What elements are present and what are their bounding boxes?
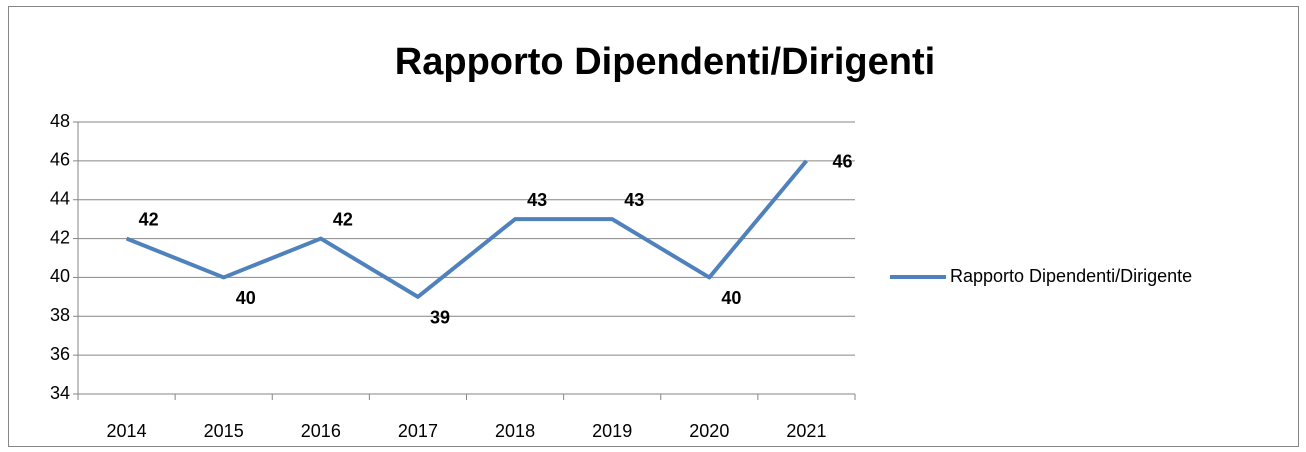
- x-tick-label: 2016: [301, 421, 341, 441]
- y-tick-label: 36: [50, 344, 70, 364]
- x-tick-label: 2015: [204, 421, 244, 441]
- data-label: 43: [527, 190, 547, 210]
- line-series: [125, 159, 808, 299]
- data-label: 46: [832, 152, 852, 172]
- x-tick-label: 2018: [495, 421, 535, 441]
- data-label: 42: [333, 209, 353, 229]
- data-label: 43: [624, 190, 644, 210]
- y-tick-label: 34: [50, 383, 70, 403]
- x-tick-label: 2020: [689, 421, 729, 441]
- x-tick-label: 2019: [592, 421, 632, 441]
- data-label: 40: [721, 288, 741, 308]
- y-tick-label: 40: [50, 266, 70, 286]
- y-tick-label: 46: [50, 150, 70, 170]
- x-tick-label: 2017: [398, 421, 438, 441]
- y-tick-label: 48: [50, 111, 70, 131]
- chart-title: Rapporto Dipendenti/Dirigenti: [395, 41, 935, 83]
- legend-label: Rapporto Dipendenti/Dirigente: [950, 266, 1192, 286]
- data-label: 42: [139, 209, 159, 229]
- x-tick-label: 2014: [107, 421, 147, 441]
- x-tick-label: 2021: [786, 421, 826, 441]
- y-tick-label: 38: [50, 305, 70, 325]
- y-tick-label: 42: [50, 227, 70, 247]
- chart-border: [8, 6, 1299, 447]
- data-label: 39: [430, 308, 450, 328]
- data-label: 40: [236, 288, 256, 308]
- y-tick-label: 44: [50, 188, 70, 208]
